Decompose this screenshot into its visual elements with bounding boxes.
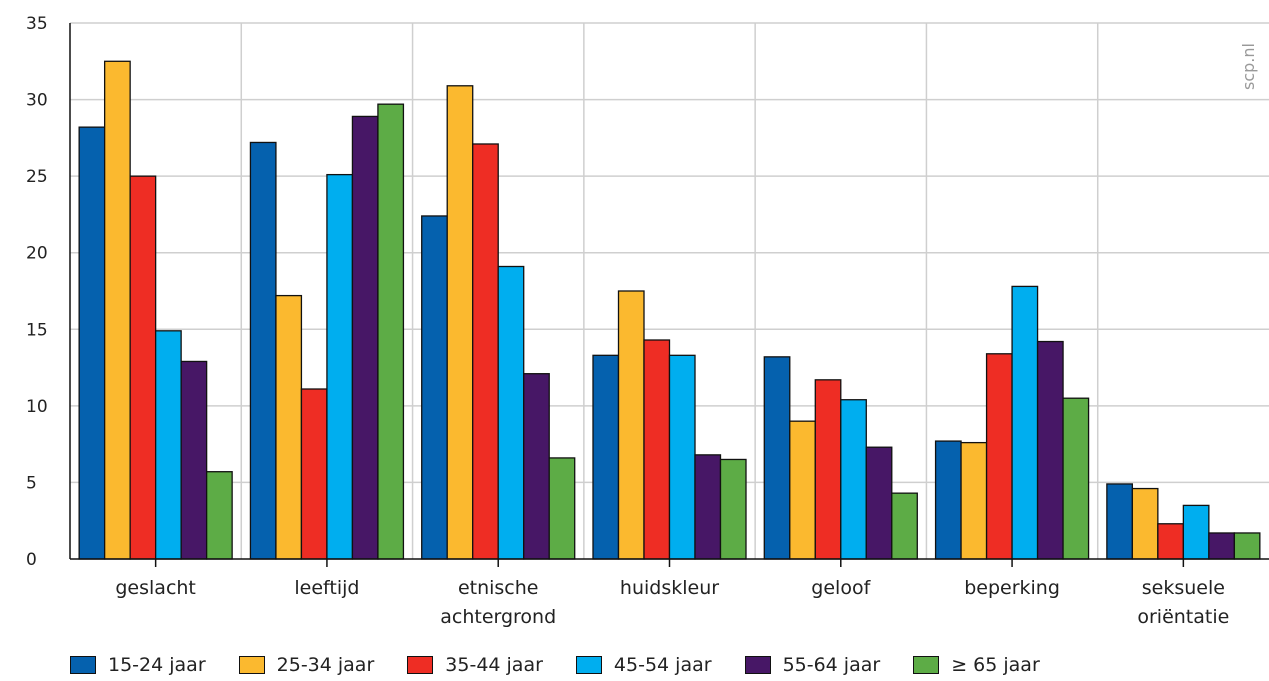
category-label: seksuele	[1142, 577, 1225, 599]
bar	[446, 85, 474, 560]
bar	[421, 215, 448, 560]
category-label: etnische	[458, 577, 539, 599]
bar	[891, 492, 918, 560]
bar	[129, 175, 157, 560]
bars	[78, 60, 1261, 560]
bar	[275, 294, 303, 560]
bar	[789, 420, 816, 560]
bar	[1208, 532, 1236, 560]
y-tick-label: 5	[26, 473, 37, 493]
legend-swatch	[407, 656, 434, 674]
category-label: beperking	[964, 577, 1060, 599]
y-tick-label: 15	[26, 320, 48, 340]
bar	[523, 373, 550, 560]
legend-item: 15-24 jaar	[70, 654, 206, 676]
bar	[1131, 487, 1159, 560]
category-labels: geslacht leeftijd etnische achtergrond huids…	[115, 577, 1229, 628]
y-tick-label: 30	[26, 91, 48, 111]
bar	[814, 379, 842, 560]
bar	[694, 454, 722, 560]
y-tick-label: 20	[26, 244, 48, 264]
y-tick-label: 25	[26, 167, 48, 187]
legend-label: 55-64 jaar	[782, 654, 881, 676]
legend-swatch	[238, 656, 265, 674]
legend-item: 25-34 jaar	[238, 654, 375, 676]
legend-label: 25-34 jaar	[276, 654, 375, 676]
legend-item: 45-54 jaar	[575, 654, 712, 676]
legend-label: ≥ 65 jaar	[951, 654, 1040, 676]
bar	[1036, 340, 1064, 560]
bar	[1233, 532, 1261, 560]
legend-label: 35-44 jaar	[445, 654, 543, 676]
bar	[377, 103, 405, 560]
bar	[1011, 285, 1039, 560]
legend-item: 35-44 jaar	[407, 654, 543, 676]
bar	[472, 143, 499, 560]
bar	[1106, 483, 1134, 560]
bar	[351, 115, 379, 560]
bar	[719, 458, 747, 560]
category-label: leeftijd	[294, 577, 359, 599]
bar	[763, 356, 791, 560]
legend: 15-24 jaar 25-34 jaar 35-44 jaar 45-54 jaar…	[70, 652, 1073, 678]
category-label: geloof	[811, 577, 871, 599]
bar	[180, 360, 208, 560]
bar	[985, 353, 1013, 560]
legend-item: ≥ 65 jaar	[913, 654, 1040, 676]
category-label: achtergrond	[440, 606, 556, 628]
bar	[1182, 504, 1210, 560]
bar	[1062, 397, 1090, 560]
bar	[249, 141, 277, 560]
bar	[300, 388, 328, 560]
category-label: geslacht	[115, 577, 196, 599]
bar	[840, 399, 867, 560]
axes	[69, 23, 1269, 567]
bar	[960, 441, 988, 560]
y-tick-label: 10	[26, 397, 48, 417]
bar	[326, 173, 354, 560]
bar	[1157, 523, 1185, 560]
bar	[865, 446, 893, 560]
bar	[205, 471, 233, 560]
legend-label: 45-54 jaar	[613, 654, 712, 676]
bar-chart: 0 5 10 15 20 25 30 35 geslacht leeftijd etnische a…	[26, 14, 1269, 628]
bar	[103, 60, 131, 560]
bar	[154, 330, 182, 560]
watermark-text: scp.nl	[1239, 43, 1258, 90]
bar	[592, 354, 620, 560]
bar	[78, 126, 106, 560]
category-label: oriëntatie	[1137, 606, 1229, 628]
bar	[548, 457, 576, 560]
legend-swatch	[70, 656, 96, 674]
legend-item: 55-64 jaar	[744, 654, 881, 676]
y-tick-label: 35	[26, 14, 48, 34]
category-label: huidskleur	[620, 577, 719, 599]
legend-label: 15-24 jaar	[108, 654, 206, 676]
legend-swatch	[744, 656, 771, 674]
legend-swatch	[913, 656, 940, 674]
bar	[643, 339, 671, 560]
legend-swatch	[575, 656, 602, 674]
bar	[668, 354, 696, 560]
y-tick-label: 0	[26, 550, 37, 570]
bar	[497, 265, 525, 560]
bar	[934, 440, 962, 560]
y-tick-labels: 0 5 10 15 20 25 30 35	[26, 14, 48, 570]
bar	[617, 290, 645, 560]
